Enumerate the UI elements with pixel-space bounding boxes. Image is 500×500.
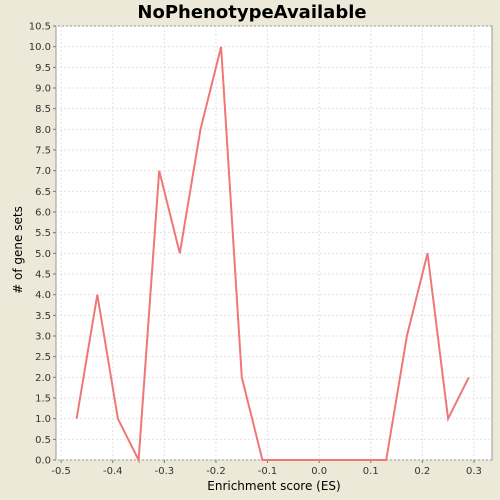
y-tick-label: 1.5 xyxy=(35,394,51,405)
y-tick-label: 0.5 xyxy=(35,435,51,446)
y-tick-label: 2.0 xyxy=(35,373,51,384)
x-tick-label: 0.1 xyxy=(363,466,379,477)
data-point xyxy=(385,459,387,461)
data-point xyxy=(282,459,284,461)
y-axis: 0.0 0.5 1.0 1.5 2.0 2.5 3.0 3.5 4.0 4.5 5.0 5.5 6.0 6… xyxy=(29,22,56,467)
data-point xyxy=(117,417,119,419)
x-tick-label: 0.3 xyxy=(466,466,482,477)
data-point xyxy=(364,459,366,461)
data-point xyxy=(302,459,304,461)
x-tick-label: -0.5 xyxy=(51,466,71,477)
y-tick-label: 2.5 xyxy=(35,352,51,363)
x-tick-label: 0.2 xyxy=(414,466,430,477)
data-point xyxy=(241,376,243,378)
y-tick-label: 6.0 xyxy=(35,208,51,219)
y-tick-label: 10.0 xyxy=(29,42,51,53)
y-tick-label: 10.5 xyxy=(29,22,51,33)
x-tick-label: -0.3 xyxy=(155,466,175,477)
data-point xyxy=(199,128,201,130)
data-point xyxy=(406,335,408,337)
y-tick-label: 7.0 xyxy=(35,166,51,177)
data-point xyxy=(75,417,77,419)
series-layer xyxy=(75,45,470,464)
grid xyxy=(56,25,492,461)
data-point xyxy=(137,459,139,461)
data-point xyxy=(344,459,346,461)
data-point xyxy=(261,459,263,461)
x-axis: -0.5 -0.4 -0.3 -0.2 -0.1 0.0 0.1 0.2 0.3 xyxy=(51,460,482,477)
data-point xyxy=(96,293,98,295)
data-point xyxy=(179,252,181,254)
y-tick-label: 1.0 xyxy=(35,414,51,425)
y-tick-label: 8.5 xyxy=(35,104,51,115)
data-point xyxy=(323,459,325,461)
y-tick-label: 5.0 xyxy=(35,249,51,260)
y-tick-label: 5.5 xyxy=(35,228,51,239)
y-axis-label: # of gene sets xyxy=(11,206,25,294)
y-tick-label: 0.0 xyxy=(35,456,51,467)
x-tick-label: -0.1 xyxy=(258,466,278,477)
y-tick-label: 8.0 xyxy=(35,125,51,136)
y-tick-label: 4.0 xyxy=(35,290,51,301)
y-tick-label: 7.5 xyxy=(35,146,51,157)
data-point xyxy=(468,376,470,378)
data-point xyxy=(220,45,222,47)
plot-area xyxy=(55,25,493,461)
y-tick-label: 3.0 xyxy=(35,332,51,343)
data-point xyxy=(158,169,160,171)
x-axis-label: Enrichment score (ES) xyxy=(207,479,340,493)
data-point xyxy=(426,252,428,254)
series-line xyxy=(75,46,470,464)
y-tick-label: 3.5 xyxy=(35,311,51,322)
x-tick-label: 0.0 xyxy=(311,466,327,477)
x-tick-label: -0.2 xyxy=(206,466,226,477)
y-tick-label: 9.5 xyxy=(35,63,51,74)
y-tick-label: 6.5 xyxy=(35,187,51,198)
chart-title: NoPhenotypeAvailable xyxy=(137,2,366,23)
x-tick-label: -0.4 xyxy=(103,466,123,477)
data-point xyxy=(447,417,449,419)
y-tick-label: 9.0 xyxy=(35,84,51,95)
y-tick-label: 4.5 xyxy=(35,270,51,281)
